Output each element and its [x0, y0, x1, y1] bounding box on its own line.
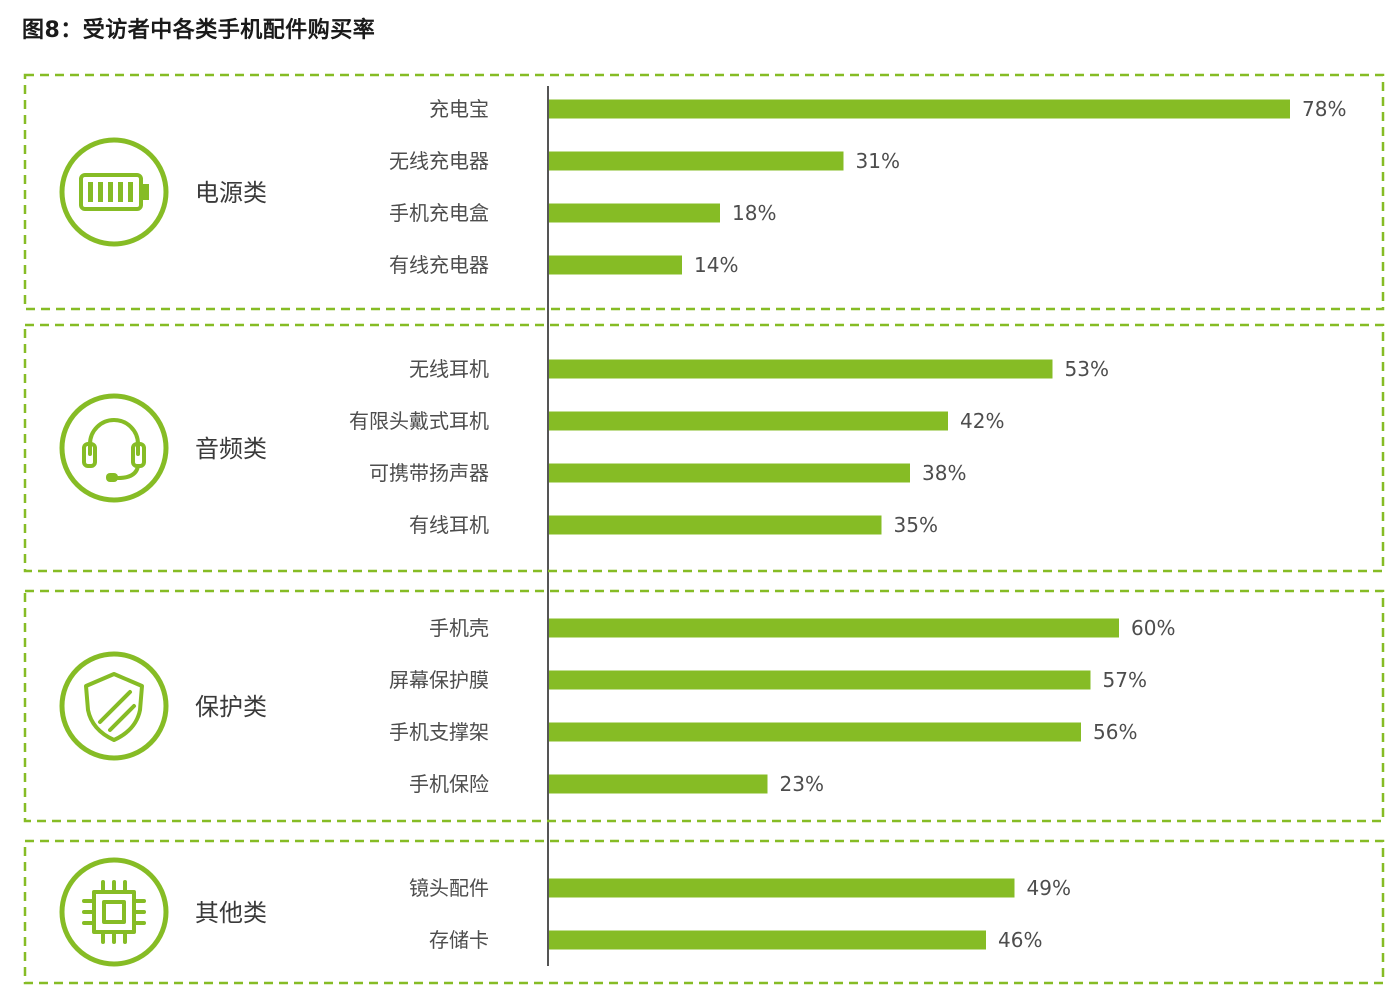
chip-icon	[59, 857, 169, 967]
bar	[549, 878, 1015, 898]
bar	[549, 774, 768, 794]
value-label: 46%	[998, 928, 1042, 952]
value-label: 18%	[732, 201, 776, 225]
bar	[549, 463, 910, 483]
category-label: 无线耳机	[409, 357, 489, 381]
left-earcup	[82, 442, 97, 468]
value-label: 56%	[1093, 720, 1137, 744]
group-box	[23, 589, 1385, 823]
headset-icon	[59, 393, 169, 503]
icon-ring	[59, 137, 169, 247]
bar	[549, 930, 986, 950]
category-label: 手机保险	[409, 772, 489, 796]
category-label: 手机壳	[429, 616, 489, 640]
category-label: 有线耳机	[409, 513, 489, 537]
group-2: 音频类 无线耳机 53% 有限头戴式耳机 42% 可携带扬声器 38% 有线耳机 35%	[23, 323, 1385, 573]
bar	[549, 151, 844, 171]
group-label: 电源类	[195, 179, 267, 207]
bar	[549, 618, 1119, 638]
battery-cell	[108, 182, 113, 202]
group-box	[23, 73, 1385, 311]
value-label: 35%	[894, 513, 938, 537]
icon-ring	[59, 857, 169, 967]
category-label: 无线充电器	[389, 149, 489, 173]
category-label: 手机支撑架	[389, 720, 489, 744]
bar	[549, 411, 948, 431]
icon-ring	[59, 393, 169, 503]
value-label: 78%	[1302, 97, 1346, 121]
battery-cell	[118, 182, 123, 202]
group-box	[23, 839, 1385, 985]
group-box	[23, 323, 1385, 573]
chip-core	[102, 900, 126, 924]
group-label: 音频类	[195, 435, 267, 463]
category-label: 存储卡	[429, 928, 489, 952]
icon-ring	[59, 651, 169, 761]
category-label: 充电宝	[429, 97, 489, 121]
bar	[549, 255, 682, 275]
bar	[549, 359, 1053, 379]
group-1: 电源类 充电宝 78% 无线充电器 31% 手机充电盒 18% 有线充电器 14%	[23, 73, 1385, 311]
battery-icon	[59, 137, 169, 247]
group-label: 其他类	[195, 899, 267, 927]
category-label: 有限头戴式耳机	[349, 409, 489, 433]
shield-stripe	[98, 690, 132, 724]
value-label: 60%	[1131, 616, 1175, 640]
value-label: 49%	[1027, 876, 1071, 900]
category-label: 手机充电盒	[389, 201, 489, 225]
mic-tip	[106, 473, 118, 482]
value-label: 14%	[694, 253, 738, 277]
category-label: 有线充电器	[389, 253, 489, 277]
group-3: 保护类 手机壳 60% 屏幕保护膜 57% 手机支撑架 56% 手机保险 23%	[23, 589, 1385, 823]
group-4: 其他类 镜头配件 49% 存储卡 46%	[23, 839, 1385, 985]
value-label: 31%	[856, 149, 900, 173]
bar	[549, 203, 720, 223]
value-label: 53%	[1065, 357, 1109, 381]
battery-cell	[128, 182, 133, 202]
battery-cell	[88, 182, 93, 202]
category-label: 镜头配件	[409, 876, 489, 900]
headband	[88, 418, 140, 456]
group-label: 保护类	[195, 693, 267, 721]
mic-boom	[116, 464, 140, 480]
battery-cell	[98, 182, 103, 202]
value-label: 23%	[780, 772, 824, 796]
category-label: 屏幕保护膜	[389, 668, 489, 692]
value-label: 38%	[922, 461, 966, 485]
figure-title: 图8：受访者中各类手机配件购买率	[22, 18, 376, 43]
value-label: 57%	[1103, 668, 1147, 692]
battery-body	[79, 173, 143, 211]
shield-icon	[59, 651, 169, 761]
battery-tip	[142, 184, 149, 200]
bar	[549, 515, 882, 535]
value-label: 42%	[960, 409, 1004, 433]
chip-body	[92, 890, 136, 934]
bar	[549, 99, 1290, 119]
shield-outline	[84, 672, 144, 742]
bar	[549, 722, 1081, 742]
bar	[549, 670, 1091, 690]
shield-stripe	[108, 704, 136, 732]
category-label: 可携带扬声器	[369, 461, 489, 485]
